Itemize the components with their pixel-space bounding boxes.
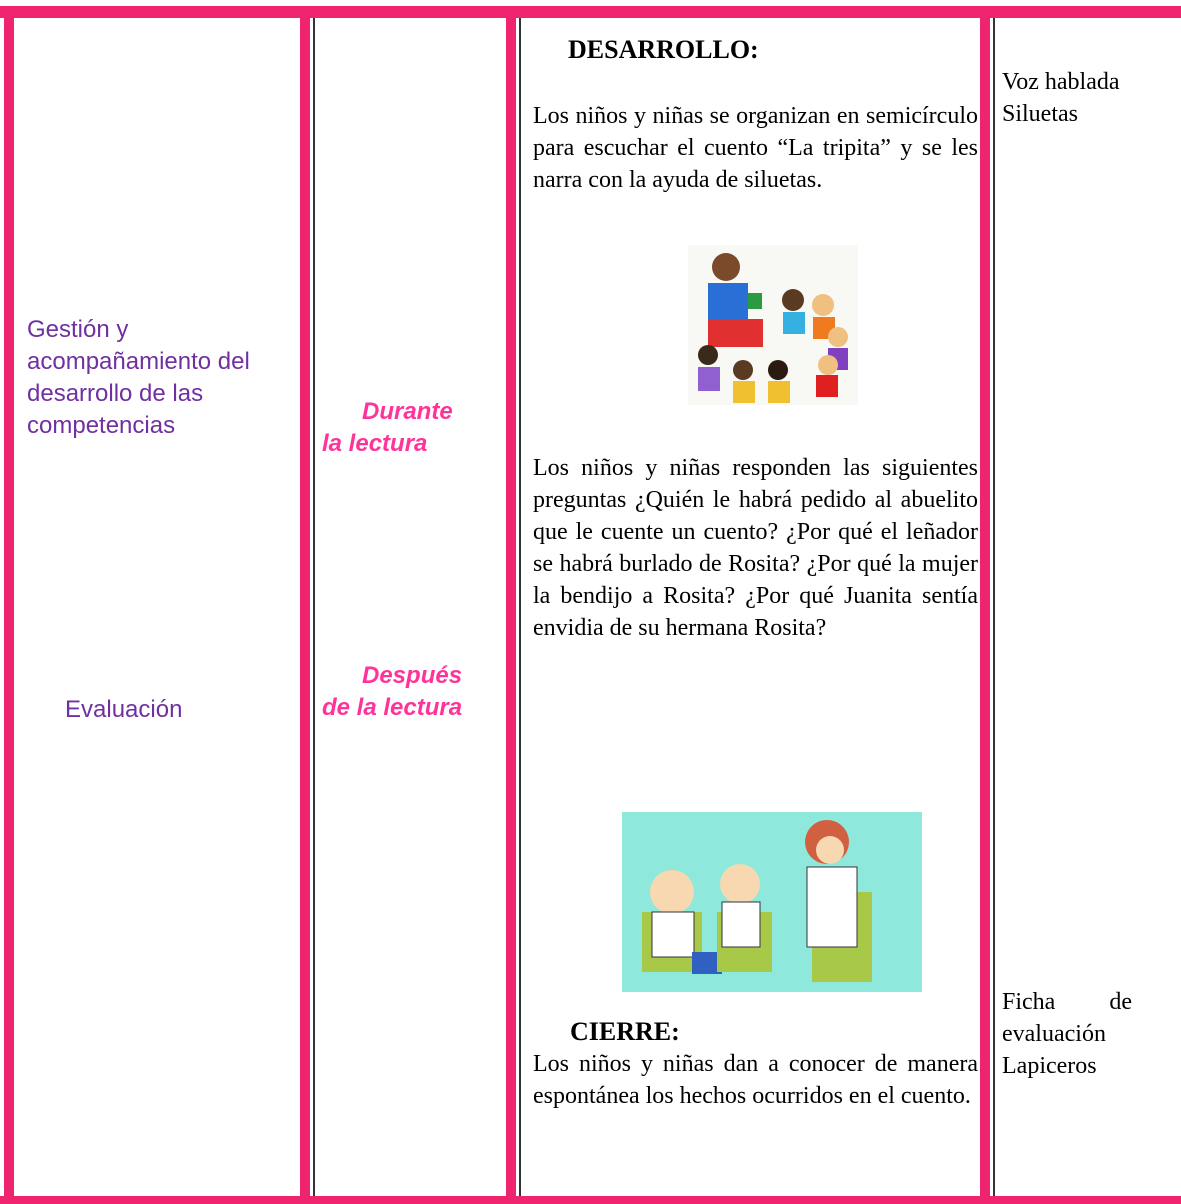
heading: DESARROLLO: [568,35,759,64]
material: Voz hablada [1002,69,1120,95]
paragraph: Los niños y niñas dan a conocer de maner… [533,1051,978,1109]
heading: CIERRE: [570,1017,680,1046]
stage: Evaluación [65,696,183,723]
material: Siluetas [1002,101,1078,127]
paragraph: Los niños y niñas responden las siguient… [533,455,978,641]
border [993,18,995,1196]
material: Ficha de evaluación [1002,986,1177,1050]
border [506,6,516,1204]
illustration [688,245,858,405]
border [980,6,990,1204]
material-text: Ficha de evaluación [1002,989,1132,1047]
moment: Durante la lectura [322,398,453,457]
border [4,6,14,1204]
border [0,1196,1181,1204]
stage: Gestión y acompañamiento del desarrollo … [27,316,250,439]
border [313,18,315,1196]
illustration [622,812,922,992]
material: Lapiceros [1002,1053,1097,1079]
border [519,18,521,1196]
border [300,6,310,1204]
paragraph: Los niños y niñas se organizan en semicí… [533,103,978,193]
border [0,6,1181,18]
moment: Después de la lectura [322,662,463,721]
